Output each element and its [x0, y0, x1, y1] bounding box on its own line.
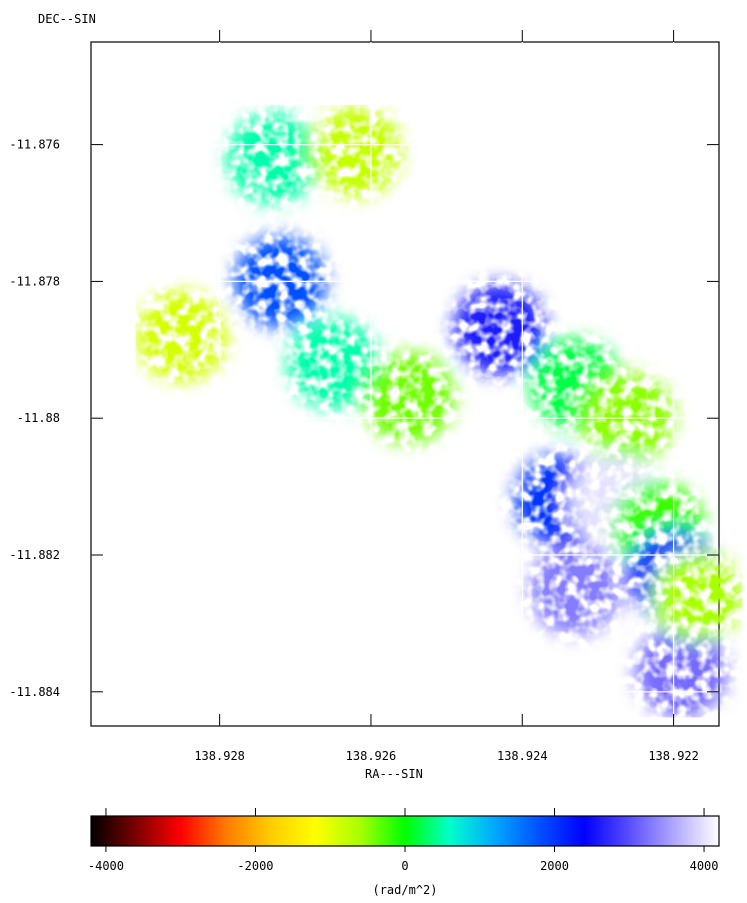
x-tick-label: 138.928: [194, 749, 245, 763]
y-tick-label: -11.876: [9, 138, 60, 152]
y-tick-label: -11.88: [17, 411, 60, 425]
colorbar: -4000 -2000 0 2000 4000 (rad/m^2): [88, 808, 720, 897]
emission-regions: [135, 105, 743, 718]
colorbar-tick-label: 0: [401, 859, 408, 873]
region-blob-4: [135, 290, 228, 383]
region-blob-5: [362, 351, 455, 444]
region-blob-15: [650, 550, 743, 643]
y-axis-ticks: -11.876 -11.878 -11.88 -11.882 -11.884: [9, 138, 719, 699]
y-axis-label: DEC--SIN: [38, 12, 96, 26]
y-tick-label: -11.878: [9, 274, 60, 288]
region-blob-0: [226, 112, 319, 205]
x-axis-ticks: 138.928 138.926 138.924 138.922: [194, 30, 699, 763]
colorbar-gradient: [90, 815, 720, 847]
x-tick-label: 138.924: [497, 749, 548, 763]
x-tick-label: 138.926: [346, 749, 397, 763]
region-blob-1: [309, 105, 402, 198]
colorbar-tick-label: -4000: [88, 859, 124, 873]
x-axis-label: RA---SIN: [365, 767, 423, 781]
map-panel: 138.928 138.926 138.924 138.922 -11.876-11.…: [9, 12, 743, 781]
colorbar-ticks: -4000 -2000 0 2000 4000: [88, 808, 719, 873]
region-blob-6: [453, 283, 546, 376]
region-blob-12: [529, 543, 622, 636]
colorbar-tick-label: 4000: [690, 859, 719, 873]
region-blob-3: [287, 317, 380, 410]
colorbar-tick-label: 2000: [540, 859, 569, 873]
x-tick-label: 138.922: [648, 749, 699, 763]
colorbar-label: (rad/m^2): [372, 883, 437, 897]
region-blob-14: [635, 625, 728, 718]
y-tick-label: -11.882: [9, 548, 60, 562]
colorbar-tick-label: -2000: [237, 859, 273, 873]
coordinate-grid: [91, 42, 719, 726]
y-tick-label: -11.884: [9, 685, 60, 699]
